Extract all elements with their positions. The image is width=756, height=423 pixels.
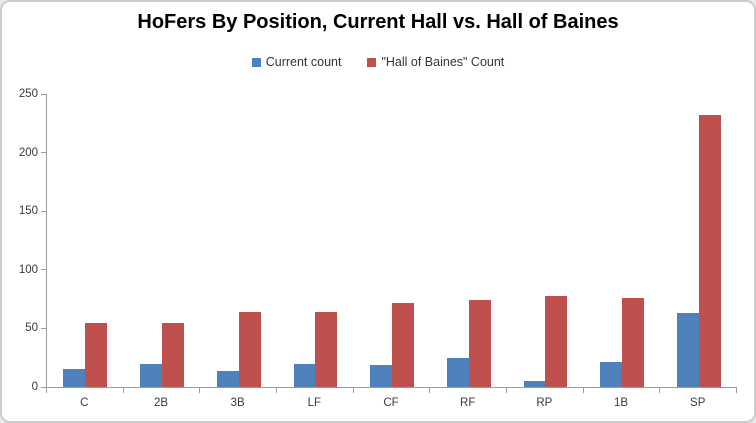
y-axis-tick-50 <box>41 327 46 329</box>
x-axis-label-SP: SP <box>690 397 706 409</box>
bar-current-RP <box>523 381 546 387</box>
bar-current-3B <box>216 370 239 387</box>
bar-baines-1B <box>622 297 644 387</box>
bar-baines-2B <box>162 322 184 387</box>
y-axis-tick-250 <box>41 93 46 95</box>
x-axis-label-CF: CF <box>383 397 399 409</box>
bar-group-RP <box>507 94 584 387</box>
x-axis-label-LF: LF <box>307 397 322 409</box>
x-axis-label-1B: 1B <box>614 397 629 409</box>
bar-groups <box>47 94 737 387</box>
bar-group-2B <box>124 94 201 387</box>
y-axis-label-250: 250 <box>18 88 38 100</box>
chart-title: HoFers By Position, Current Hall vs. Hal… <box>137 11 619 33</box>
legend-swatch-current-count <box>251 57 261 67</box>
bar-baines-LF <box>315 312 338 387</box>
bar-current-LF <box>293 363 316 387</box>
x-axis-tick-7 <box>582 388 584 393</box>
legend-label-current-count: Current count <box>265 55 342 69</box>
y-axis-label-150: 150 <box>18 205 38 218</box>
y-axis-tick-100 <box>41 269 46 271</box>
bar-group-CF <box>354 94 431 387</box>
x-axis-tick-1 <box>122 388 124 393</box>
bar-current-C <box>63 369 86 387</box>
legend-swatch-hall-of-baines-count <box>367 57 377 67</box>
bar-baines-RF <box>468 300 491 387</box>
y-axis-tick-200 <box>41 152 46 154</box>
bar-baines-SP <box>698 115 721 387</box>
legend-item-current-count: Current count <box>251 55 342 69</box>
bar-current-SP <box>676 313 699 387</box>
bar-baines-C <box>85 322 108 387</box>
x-axis-label-2B: 2B <box>153 397 169 409</box>
x-axis-labels: C 2B 3B LF CF RF RP 1B SP <box>46 397 736 409</box>
y-axis-label-0: 0 <box>31 381 38 393</box>
y-axis-label-50: 50 <box>25 322 38 335</box>
x-axis-tick-2 <box>199 388 201 393</box>
x-axis-tick-4 <box>352 388 354 393</box>
bar-current-RF <box>446 357 469 387</box>
bar-group-RF <box>430 94 507 387</box>
bar-group-LF <box>277 94 354 387</box>
bar-current-1B <box>600 362 623 387</box>
legend-item-hall-of-baines-count: "Hall of Baines" Count <box>367 55 504 69</box>
bar-baines-RP <box>545 295 568 387</box>
x-axis-tick-0 <box>46 388 47 393</box>
plot-area <box>46 94 737 388</box>
x-axis-label-RF: RF <box>460 397 476 409</box>
bar-group-SP <box>660 94 737 387</box>
x-axis-tick-3 <box>276 388 277 393</box>
bar-group-3B <box>200 94 277 387</box>
bar-group-1B <box>584 94 661 387</box>
y-axis-tick-150 <box>41 210 46 212</box>
x-axis-tick-8 <box>659 388 661 393</box>
bar-current-CF <box>370 364 393 387</box>
bar-baines-3B <box>238 312 261 387</box>
x-axis-tick-6 <box>506 388 507 393</box>
x-axis-label-C: C <box>80 397 89 409</box>
y-axis-label-200: 200 <box>18 146 38 159</box>
x-axis-label-RP: RP <box>536 397 553 409</box>
x-axis-label-3B: 3B <box>230 397 245 409</box>
y-axis-label-100: 100 <box>18 263 38 276</box>
legend-label-hall-of-baines-count: "Hall of Baines" Count <box>381 55 505 69</box>
bar-group-C <box>47 94 124 387</box>
bar-current-2B <box>140 363 162 387</box>
x-axis-tick-5 <box>429 388 431 393</box>
x-axis-tick-9 <box>736 388 737 393</box>
bar-baines-CF <box>392 302 414 387</box>
legend: Current count "Hall of Baines" Count <box>2 55 754 69</box>
y-axis-tick-0 <box>41 386 46 388</box>
